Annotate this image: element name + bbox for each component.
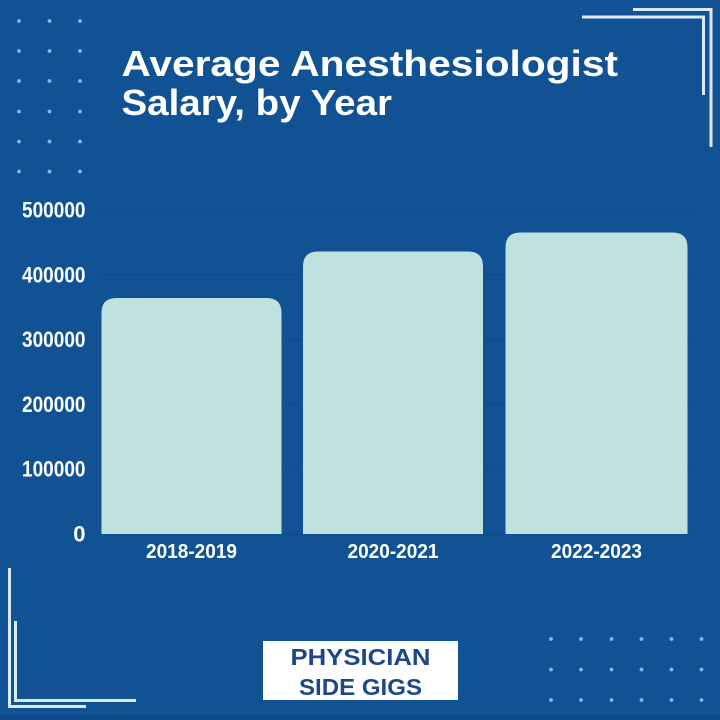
svg-text:100000: 100000 bbox=[22, 457, 86, 482]
svg-text:Average Anesthesiologist: Average Anesthesiologist bbox=[122, 43, 619, 84]
svg-text:PHYSICIAN: PHYSICIAN bbox=[291, 644, 431, 670]
svg-text:2022-2023: 2022-2023 bbox=[551, 541, 642, 563]
svg-text:500000: 500000 bbox=[22, 198, 86, 223]
svg-text:0: 0 bbox=[73, 521, 85, 546]
svg-text:200000: 200000 bbox=[22, 392, 86, 417]
svg-text:2020-2021: 2020-2021 bbox=[348, 541, 439, 563]
svg-text:300000: 300000 bbox=[22, 327, 86, 352]
svg-text:SIDE GIGS: SIDE GIGS bbox=[299, 674, 422, 700]
svg-text:Salary, by Year: Salary, by Year bbox=[122, 82, 393, 123]
svg-text:400000: 400000 bbox=[22, 262, 86, 287]
svg-text:2018-2019: 2018-2019 bbox=[146, 541, 237, 563]
